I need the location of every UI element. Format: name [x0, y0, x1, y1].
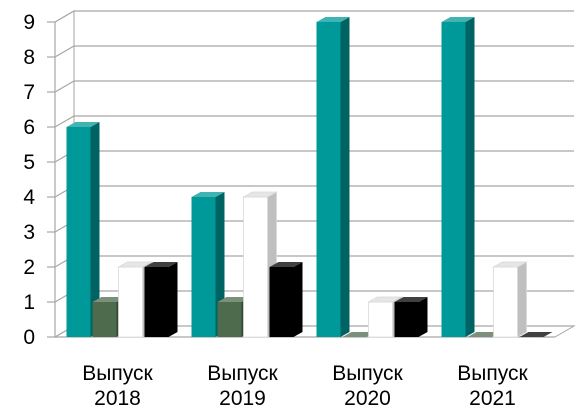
- y-tick-label: 3: [23, 221, 35, 244]
- gridline: [54, 115, 574, 128]
- y-tick-label: 9: [23, 11, 35, 34]
- bar: [467, 332, 501, 337]
- x-tick-label-line2: 2019: [219, 387, 266, 410]
- bar: [519, 332, 553, 337]
- x-tick-label-line1: Выпуск: [207, 362, 278, 385]
- bar: [316, 17, 350, 337]
- y-tick-label: 4: [23, 186, 35, 209]
- y-tick-label: 8: [23, 46, 35, 69]
- x-tick-label-line1: Выпуск: [332, 362, 403, 385]
- x-tick-label-line2: 2018: [94, 387, 141, 410]
- y-tick-label: 0: [23, 326, 35, 349]
- bar: [66, 122, 100, 337]
- y-tick-label: 5: [23, 151, 35, 174]
- gridline: [54, 80, 574, 93]
- bar: [269, 262, 303, 337]
- bar: [394, 297, 428, 337]
- x-tick-label-line2: 2021: [469, 387, 516, 410]
- bar: [491, 261, 529, 338]
- x-tick-label-line1: Выпуск: [457, 362, 528, 385]
- bar: [144, 262, 178, 337]
- y-axis: 0 1 2 3 4 5 6 7 8 9: [23, 11, 555, 349]
- gridline: [54, 45, 574, 58]
- gridline: [54, 185, 574, 198]
- bar: [441, 17, 475, 337]
- gridline: [54, 10, 574, 23]
- x-tick-label-line2: 2020: [344, 387, 391, 410]
- x-tick-label-line1: Выпуск: [82, 362, 153, 385]
- y-tick-label: 2: [23, 256, 35, 279]
- y-tick-label: 1: [23, 291, 35, 314]
- gridline: [54, 220, 574, 233]
- y-tick-label: 6: [23, 116, 35, 139]
- bar: [342, 332, 376, 337]
- gridline: [54, 150, 574, 163]
- bars: [66, 17, 553, 338]
- y-tick-label: 7: [23, 81, 35, 104]
